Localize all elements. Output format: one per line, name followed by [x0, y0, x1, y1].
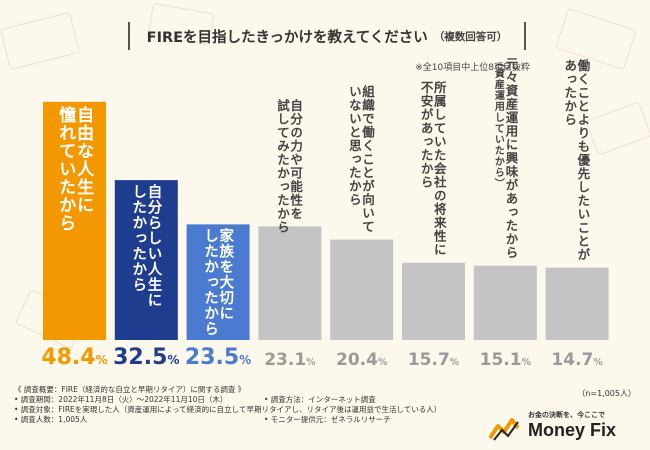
value-unit: %: [449, 357, 460, 368]
value-number: 15.1: [479, 350, 522, 370]
bar-label-3: 家族を大切に したかったから: [202, 228, 234, 337]
bar-label-5: 組織で働くことが向いて いないと思ったから: [346, 85, 375, 234]
value-unit: %: [167, 353, 180, 367]
bar-label-line: 働くことよりも優先したいことが: [575, 59, 591, 262]
survey-footer: 《 調査概要：FIRE（経済的な自立と早期リタイア）に関する調査 》 • 調査期…: [14, 385, 484, 425]
bar-label-line: 組織で働くことが向いて: [359, 85, 375, 234]
value-number: 32.5: [113, 345, 168, 370]
bar-label-line: 憧れていたから: [55, 105, 76, 232]
bar-label-line: したかったから: [202, 228, 219, 337]
value-unit: %: [377, 357, 388, 368]
chart-subtitle: （複数回答可）: [433, 30, 508, 43]
bar-2: [114, 180, 178, 340]
bar-label-line: いないと思ったから: [346, 85, 362, 207]
moneyfix-logo: お金の決断を、今ここで Money Fix: [488, 410, 638, 444]
value-unit: %: [95, 353, 108, 367]
bar-label-8: 働くことよりも優先したいことが あったから: [562, 59, 591, 262]
value-number: 48.4: [41, 345, 96, 370]
value-number: 23.1: [264, 350, 307, 370]
value-unit: %: [521, 357, 531, 368]
value-label-6: 15.7%: [397, 350, 471, 370]
bar-1: [43, 101, 106, 340]
value-label-1: 48.4%: [38, 345, 112, 370]
bar-label-6: 所属していた会社の将来性に 不安があったから: [418, 81, 447, 257]
value-label-5: 20.4%: [325, 350, 399, 370]
chart-title-box: FIREを目指したきっかけを教えてください （複数回答可）: [128, 22, 526, 50]
bar-5: [330, 239, 394, 340]
bar-3: [186, 224, 250, 340]
bar-4: [258, 226, 322, 340]
bar-label-line: 自分の力や可能性を: [288, 98, 304, 221]
chart-note: ※全10項目中上位8項目抜粋: [415, 63, 530, 73]
bar-label-2: 自分らしい人生に したかったから: [130, 184, 162, 309]
value-number: 15.7: [407, 350, 450, 370]
survey-overview: 《 調査概要：FIRE（経済的な自立と早期リタイア）に関する調査 》: [14, 385, 246, 394]
survey-period: • 調査期間：2022年11月8日（火）〜2022年11月10日（木）: [14, 395, 228, 404]
logo-tagline: お金の決断を、今ここで: [528, 411, 605, 419]
survey-method: • 調査方法：インターネット調査: [264, 395, 376, 404]
bar-label-line: したかったから: [130, 184, 147, 293]
value-label-2: 32.5%: [109, 345, 183, 370]
value-number: 14.7: [551, 350, 594, 370]
sample-size: （n=1,005人）: [577, 389, 636, 398]
value-unit: %: [593, 357, 603, 368]
bar-label-1: 自由な人生に 憧れていたから: [55, 105, 94, 232]
value-label-3: 23.5%: [181, 345, 255, 370]
bar-8: [545, 267, 609, 340]
chart-title: FIREを目指したきっかけを教えてください: [146, 29, 428, 46]
value-number: 23.5: [184, 345, 240, 370]
bar-label-4: 自分の力や可能性を 試してみたかったから: [275, 98, 304, 234]
survey-count: • 調査人数：1,005人: [14, 415, 88, 424]
value-label-4: 23.1%: [253, 350, 327, 370]
bar-label-7: 元々資産運用に興味があったから （資産運用していたから）: [491, 57, 519, 260]
bar-label-line: 不安があったから: [418, 81, 434, 190]
bar-label-line: 元々資産運用に興味があったから: [503, 57, 519, 260]
value-label-7: 15.1%: [468, 350, 542, 370]
bar-7: [473, 265, 537, 340]
value-label-8: 14.7%: [540, 350, 614, 370]
bar-label-line: 試してみたかったから: [275, 98, 291, 234]
bar-label-line: 所属していた会社の将来性に: [431, 81, 447, 257]
bar-6: [402, 262, 465, 340]
logo-icon: [488, 418, 520, 441]
value-number: 20.4: [336, 350, 378, 370]
survey-target: • 調査対象：FIREを実現した人（資産運用によって経済的に自立して早期リタイア…: [14, 405, 442, 414]
bar-label-line: （資産運用していたから）: [492, 57, 504, 190]
bar-label-line: 家族を大切に: [217, 228, 234, 322]
bar-label-line: あったから: [562, 59, 578, 127]
value-unit: %: [239, 353, 252, 367]
value-unit: %: [306, 357, 316, 368]
logo-name: Money Fix: [528, 420, 617, 440]
survey-provider: • モニター提供元：ゼネラルリサーチ: [264, 415, 391, 424]
bar-label-line: 自由な人生に: [73, 105, 94, 214]
bar-label-line: 自分らしい人生に: [145, 184, 162, 309]
